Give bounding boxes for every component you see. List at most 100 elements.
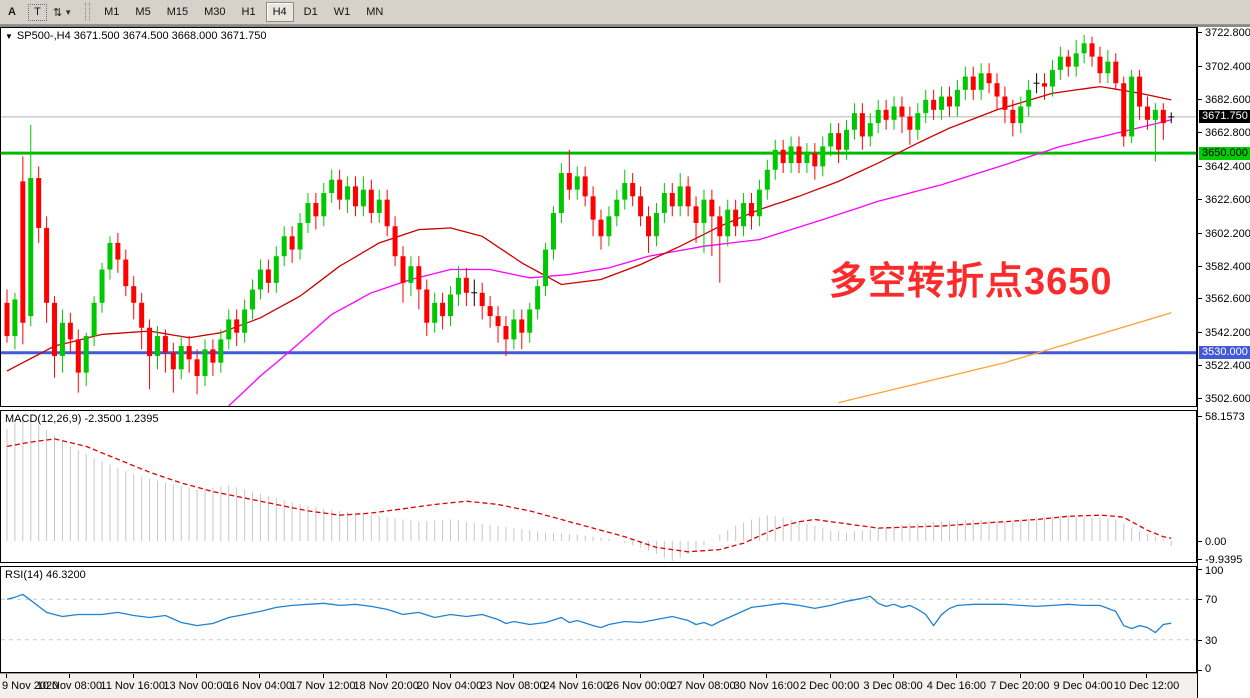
time-tick (893, 674, 895, 678)
rsi-tick-label: 100 (1205, 565, 1224, 577)
time-tick (576, 674, 578, 678)
arrow-tools-button[interactable]: ⇅ ▼ (49, 2, 76, 22)
macd-histogram (6, 416, 1172, 561)
candle-body (368, 189, 374, 213)
arrows-icon: ⇅ (53, 6, 63, 19)
candle-body (170, 352, 176, 370)
axis-tick (1198, 569, 1202, 570)
price-chart-pane[interactable]: ▼ SP500-,H4 3671.500 3674.500 3668.000 3… (0, 27, 1197, 407)
timeframe-m15-button[interactable]: M15 (166, 6, 189, 18)
candle-body (67, 322, 73, 340)
axis-tick (1198, 541, 1202, 542)
candle-body (139, 302, 145, 328)
candle-body (558, 173, 564, 213)
candle-body (646, 216, 652, 237)
candle-body (305, 202, 311, 223)
annotation-text[interactable]: 多空转折点3650 (829, 261, 1113, 303)
candle-body (883, 109, 889, 120)
macd-tick-label: 0.00 (1205, 536, 1227, 548)
candle-body (519, 319, 525, 333)
time-tick (259, 674, 261, 678)
rsi-indicator-pane[interactable]: RSI(14) 46.3200 (0, 566, 1197, 673)
time-label: 11 Nov 16:00 (100, 680, 166, 692)
candle-body (1137, 76, 1143, 107)
time-tick (766, 674, 768, 678)
timeframe-w1-button[interactable]: W1 (333, 6, 351, 18)
price-tick-label: 3702.400 (1205, 60, 1250, 73)
time-tick (449, 674, 451, 678)
candle-body (99, 269, 105, 303)
timeframe-h4-button[interactable]: H4 (265, 2, 294, 22)
time-axis[interactable]: 9 Nov 2020 10 Nov 08:00 11 Nov 16:00 13 Nov… (0, 673, 1197, 698)
candle-body (796, 146, 802, 164)
text-tool-button[interactable]: A (8, 6, 16, 18)
candle-body (289, 236, 295, 250)
timeframe-h1-button[interactable]: H1 (241, 6, 256, 18)
candle-body (741, 202, 747, 227)
price-tick-label: 3542.200 (1205, 327, 1250, 340)
candle-body (1105, 61, 1111, 74)
candle-body (598, 219, 604, 237)
candle-body (677, 186, 683, 207)
price-tick-label: 3662.800 (1205, 126, 1250, 139)
time-label: 30 Nov 16:00 (733, 680, 800, 692)
candle-body (685, 186, 691, 207)
candle-body (226, 319, 232, 340)
axis-tick (1198, 670, 1202, 671)
ma-red-line (6, 85, 1172, 372)
timeframe-mn-button[interactable]: MN (366, 6, 384, 18)
candle-body (590, 196, 596, 220)
price-tick-label: 3502.600 (1205, 393, 1250, 406)
axis-tick (1198, 65, 1202, 67)
candle-body (970, 76, 976, 90)
candle-body (756, 189, 762, 217)
candle-body (376, 199, 382, 213)
candle-body (487, 306, 493, 317)
axis-tick (1198, 365, 1202, 367)
timeframe-d1-button[interactable]: D1 (303, 6, 318, 18)
candle-body (273, 256, 279, 283)
axis-tick (1198, 559, 1202, 560)
candle-body (44, 227, 50, 303)
current-price-box: 3671.750 (1199, 110, 1250, 124)
candle-body (923, 99, 929, 114)
time-label: 20 Nov 04:00 (416, 680, 483, 692)
candle-body (28, 178, 34, 317)
candle-body (455, 277, 461, 295)
candle-body (75, 339, 81, 373)
axis-tick (1198, 332, 1202, 334)
candle-body (59, 322, 65, 357)
candle-body (194, 359, 200, 376)
timeframe-m1-button[interactable]: M1 (104, 6, 120, 18)
candle-body (535, 286, 541, 310)
candle-body (392, 226, 398, 257)
candle-body (297, 222, 303, 250)
timeframe-m30-button[interactable]: M30 (204, 6, 226, 18)
candle-body (962, 76, 968, 90)
price-axis[interactable]: 3722.800 3702.400 3682.600 3662.800 3642.400… (1197, 27, 1250, 698)
candle-body (566, 173, 572, 190)
time-label: 23 Nov 08:00 (480, 680, 546, 692)
macd-indicator-pane[interactable]: MACD(12,26,9) -2.3500 1.2395 (0, 410, 1197, 563)
candle-body (495, 316, 501, 327)
timeframe-m5-button[interactable]: M5 (135, 6, 151, 18)
time-label: 10 Nov 08:00 (36, 680, 103, 692)
candle-body (764, 169, 770, 190)
candle-body (1010, 109, 1016, 124)
candle-body (550, 212, 556, 250)
price-tick-label: 3562.600 (1205, 293, 1250, 306)
candle-body (1129, 76, 1135, 137)
candle-body (1097, 56, 1103, 74)
text-label-tool-button[interactable]: T (28, 3, 47, 21)
axis-tick (1198, 165, 1202, 167)
time-label: 9 Dec 04:00 (1053, 680, 1113, 692)
symbol-ohlc-label: ▼ SP500-,H4 3671.500 3674.500 3668.000 3… (5, 30, 266, 42)
candle-body (582, 176, 588, 197)
time-label: 7 Dec 20:00 (990, 680, 1050, 692)
candle-body (115, 242, 121, 260)
candle-body (931, 99, 937, 110)
toolbar-grip[interactable] (85, 3, 91, 21)
candle-body (946, 96, 952, 107)
candle-body (836, 133, 842, 150)
rsi-line (6, 593, 1172, 634)
